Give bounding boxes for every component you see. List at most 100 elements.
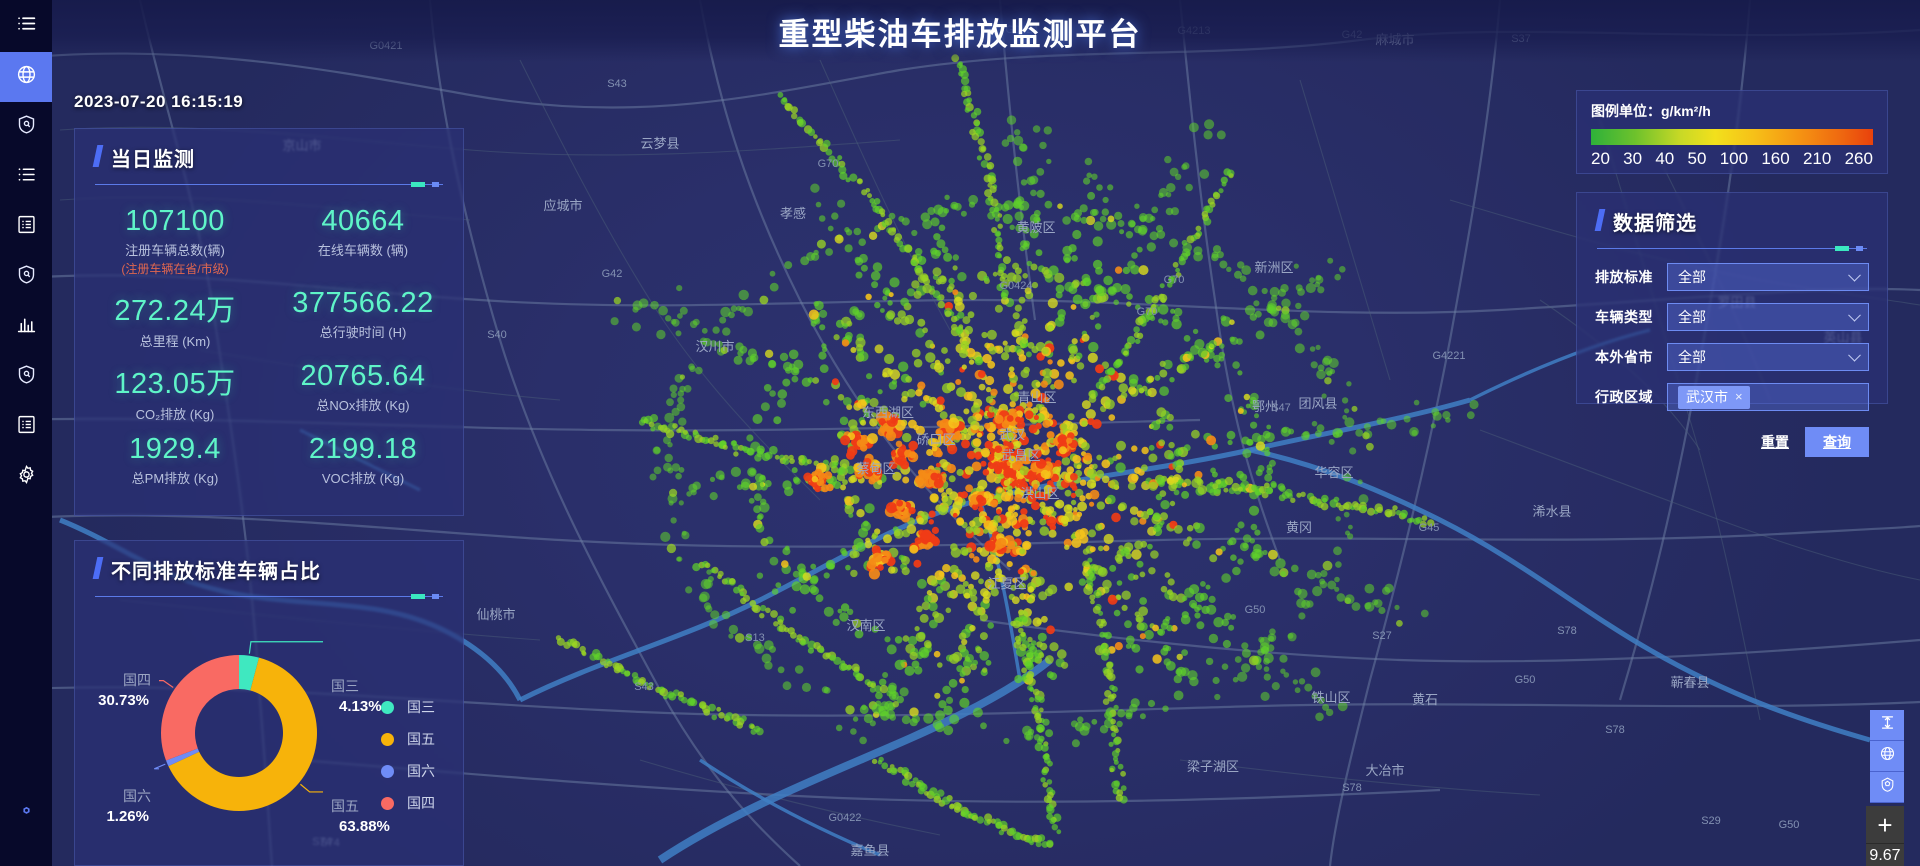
chevron-down-icon xyxy=(1848,348,1861,362)
legend-label: 国四 xyxy=(407,795,435,811)
map-city-label: 蔡甸区 xyxy=(856,461,895,476)
emission-point xyxy=(782,681,792,691)
emission-point xyxy=(845,564,851,571)
globe-icon-button[interactable] xyxy=(1870,741,1904,772)
emission-point xyxy=(932,267,942,277)
emission-point xyxy=(1159,369,1168,378)
shield-search-icon xyxy=(16,114,37,140)
emission-point xyxy=(886,428,894,435)
emission-point xyxy=(904,314,915,325)
sidebar-item-shield-search-3[interactable] xyxy=(0,352,52,402)
emission-point xyxy=(670,391,677,398)
emission-point xyxy=(950,543,958,551)
emission-point xyxy=(1097,567,1108,577)
emission-point xyxy=(963,408,970,415)
emission-point xyxy=(1131,549,1142,560)
emission-point xyxy=(1102,196,1109,204)
emission-point xyxy=(1268,459,1276,467)
emission-point xyxy=(1042,782,1048,788)
query-button[interactable]: 查询 xyxy=(1805,427,1869,457)
emission-point xyxy=(1175,668,1183,676)
emission-point xyxy=(1310,361,1318,369)
legend-item[interactable]: 国六 xyxy=(381,761,435,781)
zoom-in-button[interactable]: + xyxy=(1866,806,1904,844)
emission-point xyxy=(1293,263,1299,269)
legend-tick: 160 xyxy=(1761,149,1790,168)
emission-point xyxy=(959,677,965,684)
filter-select[interactable]: 全部 xyxy=(1667,263,1869,291)
emission-point xyxy=(1116,440,1126,451)
measure-icon-button[interactable] xyxy=(1870,710,1904,741)
filter-select[interactable]: 全部 xyxy=(1667,343,1869,371)
sidebar-item-shield-search-2[interactable] xyxy=(0,252,52,302)
sidebar-item-shield-search-1[interactable] xyxy=(0,102,52,152)
emission-point xyxy=(1079,479,1087,486)
emission-point xyxy=(907,388,916,398)
emission-point xyxy=(1189,122,1199,133)
emission-point xyxy=(1126,293,1133,300)
emission-point xyxy=(986,162,995,170)
sidebar-item-settings[interactable] xyxy=(0,452,52,502)
donut-slice[interactable] xyxy=(168,657,317,811)
donut-slice[interactable] xyxy=(239,655,260,691)
donut-label-name: 国五 xyxy=(331,798,359,814)
shield-icon-button[interactable] xyxy=(1870,772,1904,803)
emission-point xyxy=(679,306,688,315)
zoom-level-readout: 9.67 xyxy=(1866,844,1904,866)
emission-point xyxy=(887,300,893,306)
filter-select[interactable]: 全部 xyxy=(1667,303,1869,331)
filter-tag-input[interactable]: 武汉市 × xyxy=(1667,383,1869,411)
emission-point xyxy=(1421,515,1428,521)
sidebar-item-bottom-gear[interactable] xyxy=(0,790,52,840)
sidebar-item-bar-chart[interactable] xyxy=(0,302,52,352)
emission-point xyxy=(1008,371,1016,379)
emission-point xyxy=(885,414,891,421)
emission-point xyxy=(1026,401,1033,408)
emission-point xyxy=(1107,673,1116,682)
emission-point xyxy=(1079,204,1088,213)
emission-point xyxy=(740,597,747,605)
emission-point xyxy=(1283,672,1290,678)
emission-point xyxy=(886,690,893,697)
donut-legend[interactable]: 国三国五国六国四 xyxy=(381,697,435,825)
left-sidebar[interactable] xyxy=(0,0,52,866)
donut-slice[interactable] xyxy=(166,748,200,767)
emission-point xyxy=(1043,484,1053,494)
emission-point xyxy=(1148,444,1155,451)
emission-point xyxy=(1019,431,1027,438)
emission-point xyxy=(1352,501,1359,508)
sidebar-item-menu-list[interactable] xyxy=(0,0,52,52)
reset-button[interactable]: 重置 xyxy=(1761,434,1789,450)
emission-point xyxy=(936,586,944,594)
emission-point xyxy=(837,466,846,475)
emission-point xyxy=(935,710,945,721)
emission-point xyxy=(1022,273,1028,279)
donut-slices[interactable] xyxy=(161,655,317,811)
remove-tag-icon[interactable]: × xyxy=(1735,389,1743,404)
gear-small-icon xyxy=(18,804,35,826)
emission-point xyxy=(1023,542,1030,550)
emission-point xyxy=(1070,499,1077,506)
map-road-label: S29 xyxy=(1701,815,1721,827)
map-tool-buttons[interactable] xyxy=(1870,710,1904,803)
emission-point xyxy=(1081,400,1091,410)
emission-point xyxy=(968,201,976,208)
filter-tag: 武汉市 × xyxy=(1678,385,1750,409)
emission-point xyxy=(1044,200,1053,209)
emission-point xyxy=(977,370,986,378)
emission-point xyxy=(614,662,624,672)
sidebar-item-document-2[interactable] xyxy=(0,402,52,452)
sidebar-item-globe[interactable] xyxy=(0,52,52,102)
legend-item[interactable]: 国四 xyxy=(381,793,435,813)
sidebar-item-document-1[interactable] xyxy=(0,202,52,252)
legend-item[interactable]: 国三 xyxy=(381,697,435,717)
emission-point xyxy=(1046,431,1055,440)
donut-slice[interactable] xyxy=(161,655,239,761)
zoom-control[interactable]: + 9.67 xyxy=(1866,806,1904,866)
emission-point xyxy=(1014,345,1022,353)
sidebar-item-list[interactable] xyxy=(0,152,52,202)
emission-point xyxy=(1220,316,1232,327)
emission-point xyxy=(928,519,934,525)
legend-item[interactable]: 国五 xyxy=(381,729,435,749)
